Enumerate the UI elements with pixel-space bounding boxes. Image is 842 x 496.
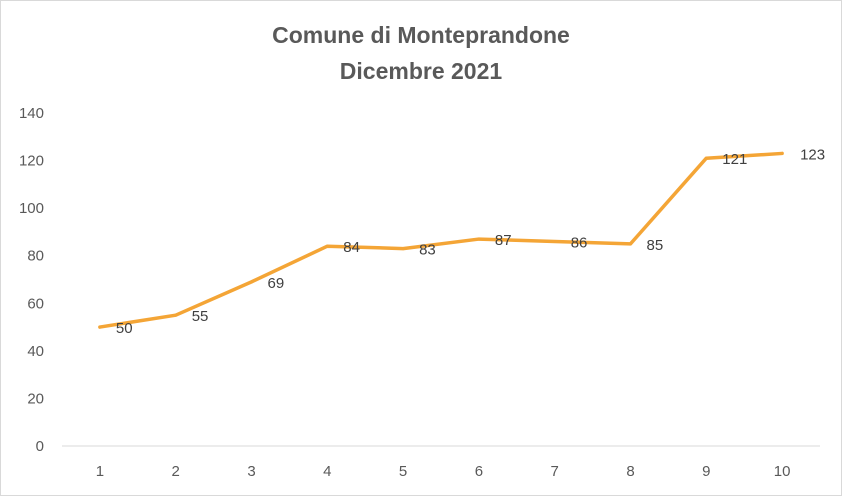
data-point <box>401 247 405 251</box>
series-line <box>98 151 784 329</box>
x-tick-label: 5 <box>399 463 407 480</box>
x-tick-label: 9 <box>702 463 710 480</box>
x-tick-label: 6 <box>475 463 483 480</box>
y-axis-tick-labels: 0 20 40 60 80 100 120 140 <box>19 105 44 455</box>
data-label: 123 <box>800 146 825 163</box>
data-point <box>250 280 253 284</box>
y-tick-label: 80 <box>27 248 44 265</box>
data-label: 83 <box>419 242 436 259</box>
data-label: 50 <box>116 320 133 337</box>
data-label: 121 <box>722 151 747 168</box>
x-tick-label: 3 <box>247 463 255 480</box>
x-tick-label: 4 <box>323 463 331 480</box>
x-tick-label: 10 <box>774 463 791 480</box>
chart-title: Comune di Monteprandone <box>272 22 570 48</box>
y-tick-label: 60 <box>27 295 44 312</box>
x-tick-label: 2 <box>172 463 180 480</box>
x-tick-label: 1 <box>96 463 104 480</box>
series-group <box>98 151 784 329</box>
data-point <box>629 242 632 246</box>
x-tick-label: 7 <box>551 463 559 480</box>
data-point <box>98 325 102 329</box>
data-point <box>780 151 784 155</box>
y-tick-label: 100 <box>19 200 44 217</box>
y-tick-label: 40 <box>27 343 44 360</box>
y-tick-label: 140 <box>19 105 44 122</box>
y-tick-label: 120 <box>19 153 44 170</box>
data-label: 85 <box>647 237 664 254</box>
data-label: 86 <box>571 234 588 251</box>
x-axis-tick-labels: 1 2 3 4 5 6 7 8 9 10 <box>96 463 791 480</box>
data-label: 69 <box>268 275 285 292</box>
y-tick-label: 20 <box>27 390 44 407</box>
data-label: 55 <box>192 308 209 325</box>
data-point <box>553 239 557 243</box>
x-tick-label: 8 <box>626 463 634 480</box>
data-point <box>704 156 708 160</box>
data-label: 87 <box>495 232 512 249</box>
y-tick-label: 0 <box>36 438 44 455</box>
chart-subtitle: Dicembre 2021 <box>339 58 503 84</box>
data-point <box>477 237 481 241</box>
data-point <box>174 313 178 317</box>
data-label: 84 <box>343 239 360 256</box>
data-point <box>325 244 329 248</box>
data-labels: 50 55 69 84 83 87 86 85 121 123 <box>116 146 825 337</box>
